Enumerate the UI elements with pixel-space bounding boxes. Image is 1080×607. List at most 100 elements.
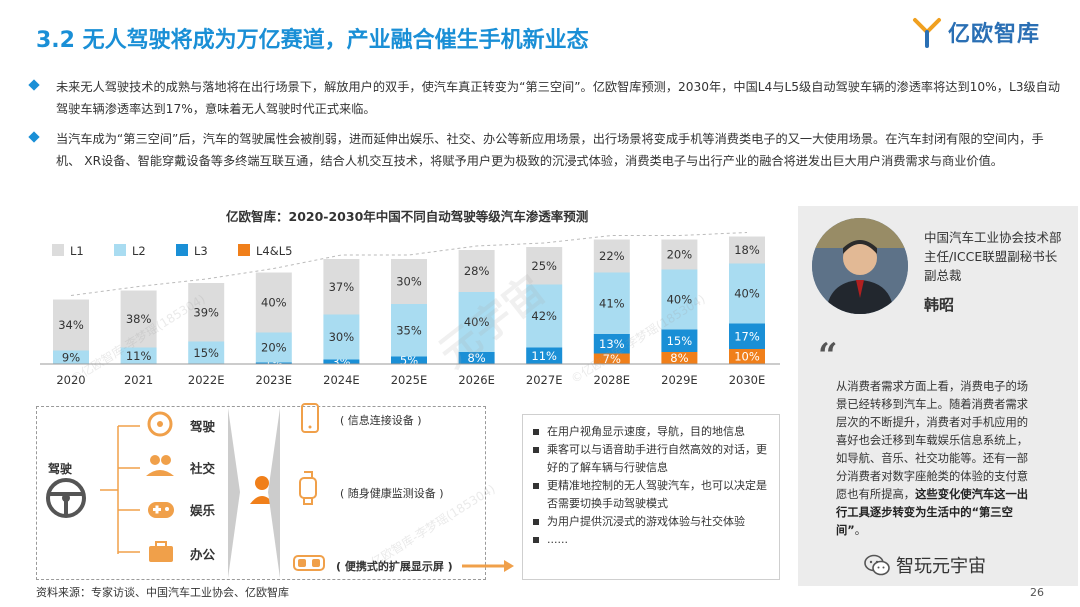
person-title: 中国汽车工业协会技术部主任/ICCE联盟副秘书长副总裁 [924, 230, 1062, 283]
device-connection: ( 信息连接设备 ) [340, 414, 422, 427]
feature-item: 更精准地控制的无人驾驶汽车，也可以决定是否需要切换手动驾驶模式 [533, 477, 773, 513]
tick-label-2024E: 2024E [323, 373, 360, 387]
bar-l1-2021 [120, 290, 157, 348]
feature-item: 乘客可以与语音助手进行自然高效的对话，更好的了解车辆与行驶信息 [533, 441, 773, 477]
legend-swatch-l3 [176, 244, 188, 256]
bar-l1-2027E [526, 247, 563, 285]
data-label-l1-2022E: 39% [193, 305, 219, 319]
bar-l2-2030E [729, 263, 765, 324]
square-bullet-icon [533, 483, 539, 489]
tick-label-2025E: 2025E [391, 373, 428, 387]
bar-l2-2024E [323, 314, 360, 360]
scenario-diagram [36, 406, 486, 580]
quote-text-bold: 这些变化使汽车这一出行工具逐步转变为生活中的“第三空间” [836, 488, 1029, 537]
avatar [812, 218, 908, 314]
data-label-l1-2024E: 37% [329, 280, 355, 294]
feature-item: 在用户视角显示速度，导航，目的地信息 [533, 423, 773, 441]
data-label-l2-2020: 9% [62, 350, 80, 364]
square-bullet-icon [533, 429, 539, 435]
bar-l3-2027E [526, 347, 563, 364]
data-label-l2-2028E: 41% [599, 296, 625, 310]
tick-label-2026E: 2026E [458, 373, 495, 387]
bar-l2-2026E [458, 292, 495, 352]
data-label-l3-2027E: 11% [531, 349, 557, 363]
data-label-l1-2028E: 22% [599, 249, 625, 263]
driving-root-label: 驾驶 [48, 462, 73, 476]
data-label-l1-2030E: 18% [734, 243, 760, 257]
bullet-2: 当汽车成为“第三空间”后，汽车的驾驶属性会被削弱，进而延伸出娱乐、社交、办公等新… [28, 128, 1066, 172]
data-label-l3-2026E: 8% [467, 351, 485, 365]
data-label-l1-2021: 38% [126, 312, 152, 326]
source-note: 资料来源：专家访谈、中国汽车工业协会、亿欧智库 [36, 586, 289, 599]
bar-l2-2023E [255, 332, 292, 363]
tick-label-2028E: 2028E [594, 373, 631, 387]
data-label-l2-2026E: 40% [464, 315, 490, 329]
bullet-2-text: 当汽车成为“第三空间”后，汽车的驾驶属性会被削弱，进而延伸出娱乐、社交、办公等新… [56, 132, 1044, 168]
data-label-l4l5-2030E: 10% [734, 350, 760, 364]
bar-l2-2021 [120, 347, 157, 364]
bar-l1-2023E [255, 272, 292, 333]
bar-l4l5-2028E [593, 353, 630, 364]
bar-l3-2030E [729, 323, 765, 349]
device-health: ( 随身健康监测设备 ) [340, 487, 444, 500]
quote-text: 从消费者需求方面上看，消费电子的场景已经转移到汽车上。随着消费者需求层次的不断提… [836, 378, 1036, 540]
legend-swatch-l2 [114, 244, 126, 256]
legend-label-l4l5: L4&L5 [256, 244, 292, 258]
bar-l4l5-2030E [729, 349, 765, 364]
tick-label-2021: 2021 [124, 373, 153, 387]
data-label-l2-2024E: 30% [329, 330, 355, 344]
brand-logo: 亿欧智库 [912, 16, 1040, 48]
bar-l1-2024E [323, 259, 360, 315]
legend-label-l3: L3 [194, 244, 208, 258]
data-label-l2-2030E: 40% [734, 287, 760, 301]
data-label-l3-2028E: 13% [599, 337, 625, 351]
service-driving: 驾驶 [190, 419, 216, 434]
data-label-l2-2023E: 20% [261, 341, 287, 355]
square-bullet-icon [533, 537, 539, 543]
tick-label-2022E: 2022E [188, 373, 225, 387]
page-number: 26 [1030, 586, 1044, 599]
service-office: 办公 [190, 547, 216, 562]
feature-item: ...... [533, 531, 773, 549]
page-title: 3.2 无人驾驶将成为万亿赛道，产业融合催生手机新业态 [36, 28, 589, 53]
steering-wheel-icon [46, 478, 86, 518]
service-social: 社交 [190, 461, 216, 476]
diagram-connectors [46, 403, 514, 578]
square-bullet-icon [533, 447, 539, 453]
bar-l3-2023E [255, 362, 292, 364]
wechat-name: 智玩元宇宙 [896, 556, 986, 577]
bar-l2-2022E [188, 341, 225, 364]
data-label-l2-2022E: 15% [193, 346, 219, 360]
phone-icon [301, 403, 319, 433]
bar-l1-2025E [391, 259, 427, 304]
bar-l1-2020 [53, 299, 89, 351]
quote-text-normal: 从消费者需求方面上看，消费电子的场景已经转移到汽车上。随着消费者需求层次的不断提… [836, 380, 1029, 501]
data-label-l3-2030E: 17% [734, 329, 760, 343]
tick-label-2020: 2020 [56, 373, 85, 387]
data-label-l1-2026E: 28% [464, 264, 490, 278]
social-icon [146, 455, 174, 476]
data-label-l2-2025E: 35% [396, 323, 422, 337]
device-display: ( 便携式的扩展显示屏 ) [336, 560, 453, 573]
bar-l2-2028E [593, 272, 630, 334]
bar-l4l5-2029E [661, 352, 698, 364]
legend-swatch-l4l5 [238, 244, 250, 256]
square-bullet-icon [533, 519, 539, 525]
tick-label-2027E: 2027E [526, 373, 563, 387]
gamepad-icon [148, 502, 174, 518]
bar-l3-2026E [458, 352, 495, 364]
bar-l2-2025E [391, 304, 427, 357]
bar-l1-2028E [593, 239, 630, 273]
brand-name: 亿欧智库 [947, 22, 1040, 47]
wechat-account: 智玩元宇宙 [864, 552, 986, 578]
data-label-l4l5-2028E: 7% [603, 352, 621, 366]
data-label-l1-2027E: 25% [531, 259, 557, 273]
data-label-l1-2020: 34% [58, 318, 84, 332]
data-label-l1-2029E: 20% [667, 248, 693, 262]
feature-item: 为用户提供沉浸式的游戏体验与社交体验 [533, 513, 773, 531]
arrow-right-icon [462, 560, 514, 572]
bar-l2-2029E [661, 269, 698, 330]
quote-mark-icon: “ [818, 336, 838, 376]
data-label-l1-2025E: 30% [396, 275, 422, 289]
bar-l1-2029E [661, 239, 698, 270]
